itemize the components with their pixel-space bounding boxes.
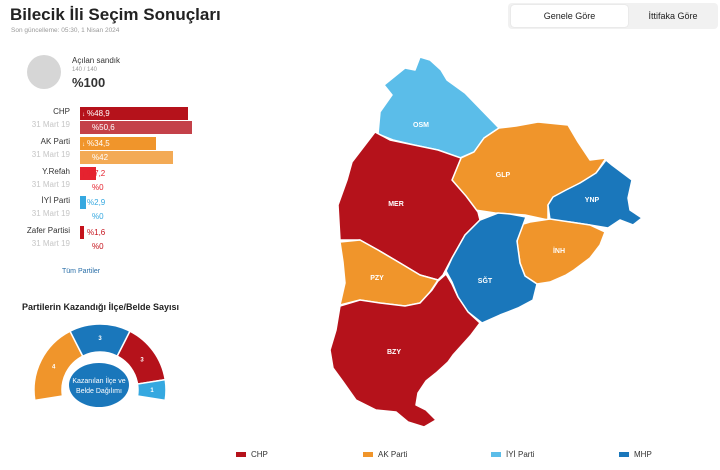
party-row: Zafer Partisi 31 Mart 19 ↑ %1,6 %0 [0,226,200,256]
current-vote-bar [80,226,84,239]
legend-swatch-chp [236,452,246,458]
party-row: İYİ Parti 31 Mart 19 ↑ %2,9 %0 [0,196,200,226]
current-vote-value: %48,9 [87,109,110,118]
current-vote-bar [80,137,157,150]
current-vote: ↑ %1,6 [82,226,105,239]
party-name: Zafer Partisi [26,226,70,235]
district-bzy[interactable] [329,273,481,428]
previous-election-date: 31 Mart 19 [31,209,70,218]
current-vote-value: %1,6 [87,228,106,237]
legend-swatch-mhp [619,452,629,458]
legend-chp: CHP [236,450,268,459]
party-row: CHP 31 Mart 19 ↓ %48,9 %50,6 [0,107,200,137]
current-vote-value: %7,2 [87,169,106,178]
ballot-count: 140 / 140 [72,67,98,73]
legend-mhp: MHP [619,450,652,459]
current-vote-value: %34,5 [87,139,110,148]
legend-label-iyi: İYİ Parti [506,450,535,459]
previous-vote: %0 [92,242,104,251]
previous-vote: %50,6 [92,123,115,132]
previous-election-date: 31 Mart 19 [31,120,70,129]
current-vote-bar [80,167,96,180]
ballot-progress-pie [27,55,61,89]
legend-label-mhp: MHP [634,450,652,459]
previous-vote: %42 [92,153,109,162]
donut-segment-count: 1 [150,388,154,394]
won-districts-donut: 4 3 3 1 [33,323,167,402]
trend-arrow-icon: ↓ [82,142,85,148]
party-name: AK Parti [40,137,70,146]
won-districts-title: Partilerin Kazandığı İlçe/Belde Sayısı [22,302,180,312]
ballot-label: Açılan sandık [72,56,121,65]
party-name: İYİ Parti [41,196,70,205]
legend-label-chp: CHP [251,450,268,459]
previous-election-date: 31 Mart 19 [31,239,70,248]
party-name: CHP [53,107,70,116]
trend-arrow-icon: ↑ [82,231,85,237]
legend-akp: AK Parti [363,450,407,459]
donut-segment-count: 3 [140,357,144,363]
current-vote: ↑ %2,9 [82,196,105,209]
trend-arrow-icon: ↑ [82,172,85,178]
previous-election-date: 31 Mart 19 [31,180,70,189]
current-vote-value: %2,9 [87,198,106,207]
view-tabs: Genele Göre İttifaka Göre [508,3,718,29]
tab-alliance[interactable]: İttifaka Göre [648,11,698,21]
previous-vote: %0 [92,212,104,221]
donut-segment-count: 4 [52,364,56,370]
party-name: Y.Refah [42,167,70,176]
previous-vote-bar [80,151,173,164]
all-parties-link[interactable]: Tüm Partiler [62,268,101,275]
previous-vote-bar [80,121,192,134]
legend-swatch-iyi [491,452,501,458]
previous-election-date: 31 Mart 19 [31,150,70,159]
district-sgt[interactable] [445,212,538,324]
donut-segment-count: 3 [98,336,102,342]
current-vote: ↓ %34,5 [82,137,110,150]
current-vote-bar [80,196,87,209]
page-title: Bilecik İli Seçim Sonuçları [10,5,221,24]
legend-iyi: İYİ Parti [491,450,534,459]
ballot-percent: %100 [72,75,106,90]
previous-vote: %0 [92,183,104,192]
current-vote: ↓ %48,9 [82,107,110,120]
district-inh[interactable] [516,218,606,285]
last-updated: Son güncelleme: 05:30, 1 Nisan 2024 [11,27,120,34]
party-row: Y.Refah 31 Mart 19 ↑ %7,2 %0 [0,167,200,197]
party-row: AK Parti 31 Mart 19 ↓ %34,5 %42 [0,137,200,167]
donut-segment[interactable] [136,378,167,402]
trend-arrow-icon: ↓ [82,112,85,118]
legend-swatch-akp [363,452,373,458]
legend-label-akp: AK Parti [378,450,408,459]
trend-arrow-icon: ↑ [82,201,85,207]
won-distribution-button[interactable]: Kazanılan İlçe ve Belde Dağılımı [66,360,132,410]
current-vote: ↑ %7,2 [82,167,105,180]
tab-general[interactable]: Genele Göre [511,5,628,27]
current-vote-bar [80,107,189,120]
